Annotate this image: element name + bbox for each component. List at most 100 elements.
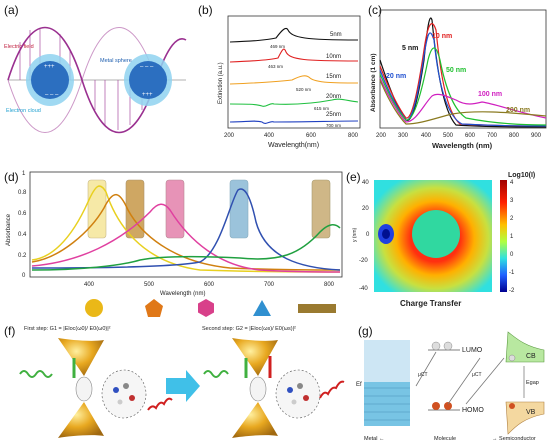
series-label-100nm: 100 nm (478, 91, 502, 98)
trace-label-10nm: 10nm (326, 54, 341, 60)
panel-f-illustration: First step: G1 = |Eloc(ω0)/ E0(ω0)|² Sec… (19, 326, 345, 438)
step-arrow (166, 370, 200, 402)
peak-label-520: 520 nm (296, 87, 311, 92)
series-label-5nm: 5 nm (402, 45, 418, 52)
panel-b-xlabel: Wavelength(nm) (268, 142, 319, 149)
xtick-200: 200 (376, 133, 387, 139)
pentagon-shape-icon (145, 299, 163, 317)
absorbance-curves (31, 185, 341, 273)
panel-e-ylabel: y (nm) (352, 228, 358, 243)
panel-c-ylabel: Absorbance (1 cm) (370, 53, 377, 112)
cbar-tick-1: 1 (510, 234, 514, 240)
mu-ct-right: μCT (472, 372, 482, 378)
panel-d-xlabel: Wavelength (nm) (160, 291, 205, 297)
ytick-40: 40 (362, 180, 369, 186)
molecule-bubble-left (101, 369, 147, 419)
wavy-arrow-red-right (319, 380, 345, 399)
triangle-shape-icon (253, 300, 271, 316)
series-label-50nm: 50 nm (446, 67, 466, 74)
colorbar (500, 180, 507, 292)
panel-b-label: (b) (198, 3, 213, 17)
bottom-label-metal: Metal ← (364, 436, 384, 442)
ytick-0: 0 (22, 273, 26, 279)
rod-shape-icon (298, 304, 336, 313)
second-step-formula: Second step: G2 = |Eloc(ωs)/ E0(ωs)|² (202, 326, 296, 332)
xtick-500: 500 (144, 282, 155, 288)
panel-f-label: (f) (4, 324, 16, 338)
ytick-1: 1 (22, 171, 26, 177)
panel-c-label: (c) (368, 3, 382, 17)
xtick-300: 300 (398, 133, 409, 139)
xtick-400: 400 (421, 133, 432, 139)
xtick-700: 700 (487, 133, 498, 139)
panel-g: (g) Ef LUMO HOMO μCT μCT CB VB Egap Meta… (356, 318, 550, 446)
metal-sphere-right (129, 61, 167, 99)
hexagon-shape-icon (198, 299, 214, 317)
wavy-arrow-green-right (203, 370, 229, 378)
ytick-0: 0 (366, 232, 370, 238)
panel-c-xlabel: Wavelength (nm) (432, 141, 493, 150)
cbar-tick-0: 0 (510, 252, 514, 258)
panel-e-heatmap: 40 20 0 -20 -40 y (nm) 4 3 2 1 0 -1 -2 L… (352, 172, 535, 308)
panel-e-caption: Charge Transfer (400, 299, 461, 308)
cb-label: CB (526, 353, 536, 360)
series-label-10nm: 10 nm (432, 33, 452, 40)
homo-label: HOMO (462, 407, 484, 414)
fermi-label: Ef (356, 382, 362, 388)
ytick-m20: -20 (359, 258, 368, 264)
xtick-200: 200 (224, 133, 235, 139)
bottom-label-semiconductor: → Semiconductor (492, 436, 536, 442)
panel-d-label: (d) (4, 170, 19, 184)
shape-icons (85, 299, 336, 317)
vials (87, 179, 331, 239)
trace-label-5nm: 5nm (330, 32, 342, 38)
ytick-0.4: 0.4 (18, 232, 27, 238)
xtick-800: 800 (348, 133, 359, 139)
vb-band (505, 401, 545, 435)
svg-text:– – –: – – – (45, 92, 59, 98)
annotation-electric-field: Electric field (4, 44, 34, 50)
svg-text:+++: +++ (44, 64, 55, 70)
trace-label-20nm: 20nm (326, 94, 341, 100)
cbar-tick-3: 3 (510, 198, 514, 204)
trace-label-15nm: 15nm (326, 74, 341, 80)
panel-b: (b) 5nm 10nm 15nm 20nm 25nm 469 nm 463 n… (196, 0, 366, 150)
xtick-500: 500 (443, 133, 454, 139)
panel-d-chart: 0 0.2 0.4 0.6 0.8 1 400 500 600 700 800 … (6, 171, 343, 297)
spectra-traces (229, 27, 359, 124)
xtick-600: 600 (306, 133, 317, 139)
ytick-0.2: 0.2 (18, 253, 27, 259)
bottom-label-molecule: Molecule (434, 436, 456, 442)
panel-c: (c) 5 nm 10 nm 20 nm 50 nm 100 nm 200 nm… (366, 0, 550, 150)
xtick-400: 400 (84, 282, 95, 288)
ytick-0.8: 0.8 (18, 190, 27, 196)
series-label-200nm: 200 nm (506, 107, 530, 114)
panel-g-diagram: Ef LUMO HOMO μCT μCT CB VB Egap Metal ← … (356, 331, 545, 442)
panel-a: (a) +++ – – – – – – +++ Electric field M… (0, 0, 190, 150)
ytick-m40: -40 (359, 286, 368, 292)
annotation-electron-cloud: Electron cloud (6, 108, 41, 114)
peak-label-463: 463 nm (268, 64, 283, 69)
trace-label-25nm: 25nm (326, 112, 341, 118)
xtick-600: 600 (204, 282, 215, 288)
field-wave (7, 26, 187, 134)
cbar-tick-2: 2 (510, 216, 514, 222)
panel-d-ylabel: Absorbance (6, 213, 12, 246)
xtick-400: 400 (264, 133, 275, 139)
cbar-tick-m1: -1 (509, 270, 515, 276)
panel-a-illustration: +++ – – – – – – +++ Electric field Metal… (4, 26, 187, 134)
lumo-label: LUMO (462, 347, 483, 354)
ytick-0.6: 0.6 (18, 211, 27, 217)
panel-c-chart: 5 nm 10 nm 20 nm 50 nm 100 nm 200 nm 200… (370, 9, 547, 150)
colorbar-title: Log10(I) (508, 172, 535, 179)
svg-text:+++: +++ (142, 92, 153, 98)
peak-label-700: 700 nm (326, 123, 341, 128)
xtick-600: 600 (465, 133, 476, 139)
panel-f: (f) First step: G1 = |Eloc(ω0)/ E0(ω0)|²… (0, 318, 360, 446)
wavy-arrow-green-left (19, 370, 53, 378)
panel-g-label: (g) (358, 324, 373, 338)
panel-b-chart: 5nm 10nm 15nm 20nm 25nm 469 nm 463 nm 52… (218, 15, 361, 149)
mu-ct-left: μCT (418, 372, 428, 378)
xtick-800: 800 (509, 133, 520, 139)
cbar-tick-4: 4 (510, 180, 514, 186)
